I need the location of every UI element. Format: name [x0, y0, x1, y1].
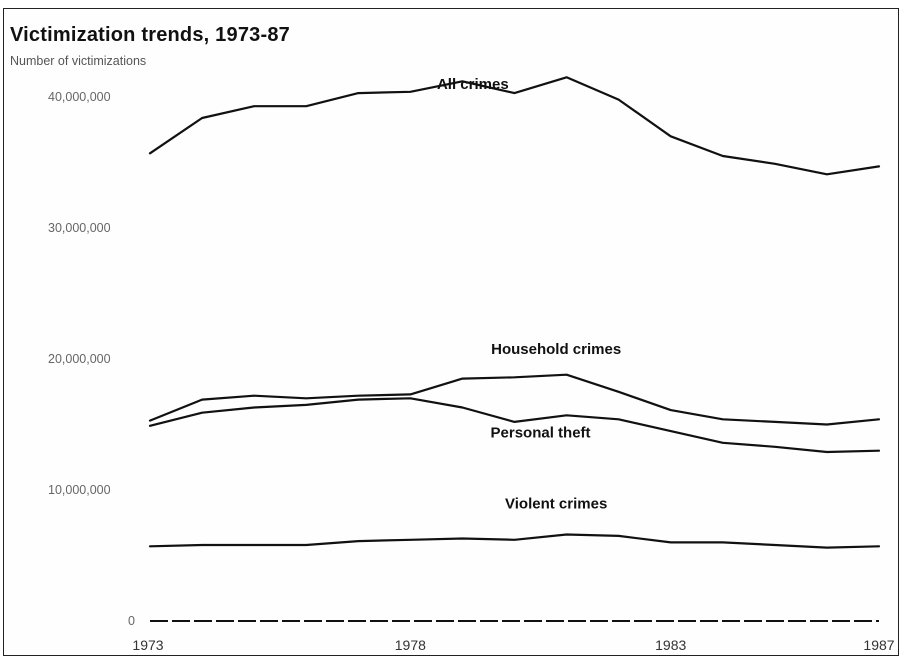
- y-tick-label: 0: [128, 614, 135, 628]
- series-label-household-crimes: Household crimes: [491, 341, 621, 358]
- y-tick-label: 20,000,000: [48, 352, 111, 366]
- chart-title: Victimization trends, 1973-87: [10, 24, 290, 46]
- y-axis: 0 10,000,000 20,000,000 30,000,000 40,000,00…: [48, 90, 135, 628]
- x-tick-label: 1978: [395, 637, 426, 653]
- chart-frame: [3, 8, 899, 656]
- y-axis-title: Number of victimizations: [10, 54, 147, 68]
- x-tick-label: 1983: [655, 637, 686, 653]
- x-tick-label: 1987: [863, 637, 894, 653]
- series-label-all-crimes: All crimes: [437, 76, 509, 93]
- x-tick-label: 1973: [132, 637, 163, 653]
- series-label-violent-crimes: Violent crimes: [505, 495, 607, 512]
- series-line-household-crimes: [148, 373, 881, 426]
- y-tick-label: 40,000,000: [48, 90, 111, 104]
- series-line-all-crimes: [148, 76, 881, 176]
- series-line-personal-theft: [148, 397, 881, 454]
- series-label-personal-theft: Personal theft: [491, 425, 591, 442]
- y-tick-label: 30,000,000: [48, 221, 111, 235]
- x-axis: 1973 1978 1983 1987: [132, 637, 894, 653]
- series-line-violent-crimes: [148, 533, 881, 549]
- series-lines: [148, 76, 881, 549]
- series-labels: All crimes Household crimes Personal theft…: [437, 76, 621, 512]
- y-tick-label: 10,000,000: [48, 483, 111, 497]
